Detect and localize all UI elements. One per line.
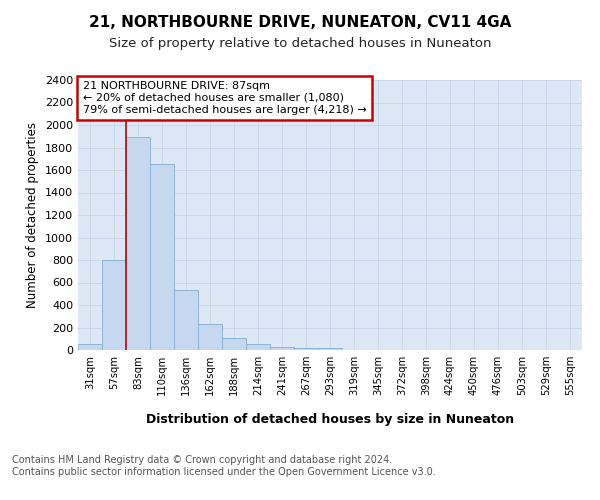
- Bar: [270, 346, 294, 350]
- Bar: [222, 338, 246, 350]
- Y-axis label: Number of detached properties: Number of detached properties: [26, 122, 40, 308]
- Text: 21 NORTHBOURNE DRIVE: 87sqm
← 20% of detached houses are smaller (1,080)
79% of : 21 NORTHBOURNE DRIVE: 87sqm ← 20% of det…: [83, 82, 367, 114]
- Bar: [78, 344, 102, 350]
- Bar: [102, 260, 126, 350]
- Bar: [318, 348, 342, 350]
- Text: Distribution of detached houses by size in Nuneaton: Distribution of detached houses by size …: [146, 412, 514, 426]
- Bar: [174, 290, 198, 350]
- Bar: [126, 138, 150, 350]
- Bar: [246, 344, 270, 350]
- Bar: [198, 324, 222, 350]
- Bar: [294, 348, 318, 350]
- Text: Size of property relative to detached houses in Nuneaton: Size of property relative to detached ho…: [109, 38, 491, 51]
- Bar: [150, 164, 174, 350]
- Text: Contains HM Land Registry data © Crown copyright and database right 2024.
Contai: Contains HM Land Registry data © Crown c…: [12, 455, 436, 476]
- Text: 21, NORTHBOURNE DRIVE, NUNEATON, CV11 4GA: 21, NORTHBOURNE DRIVE, NUNEATON, CV11 4G…: [89, 15, 511, 30]
